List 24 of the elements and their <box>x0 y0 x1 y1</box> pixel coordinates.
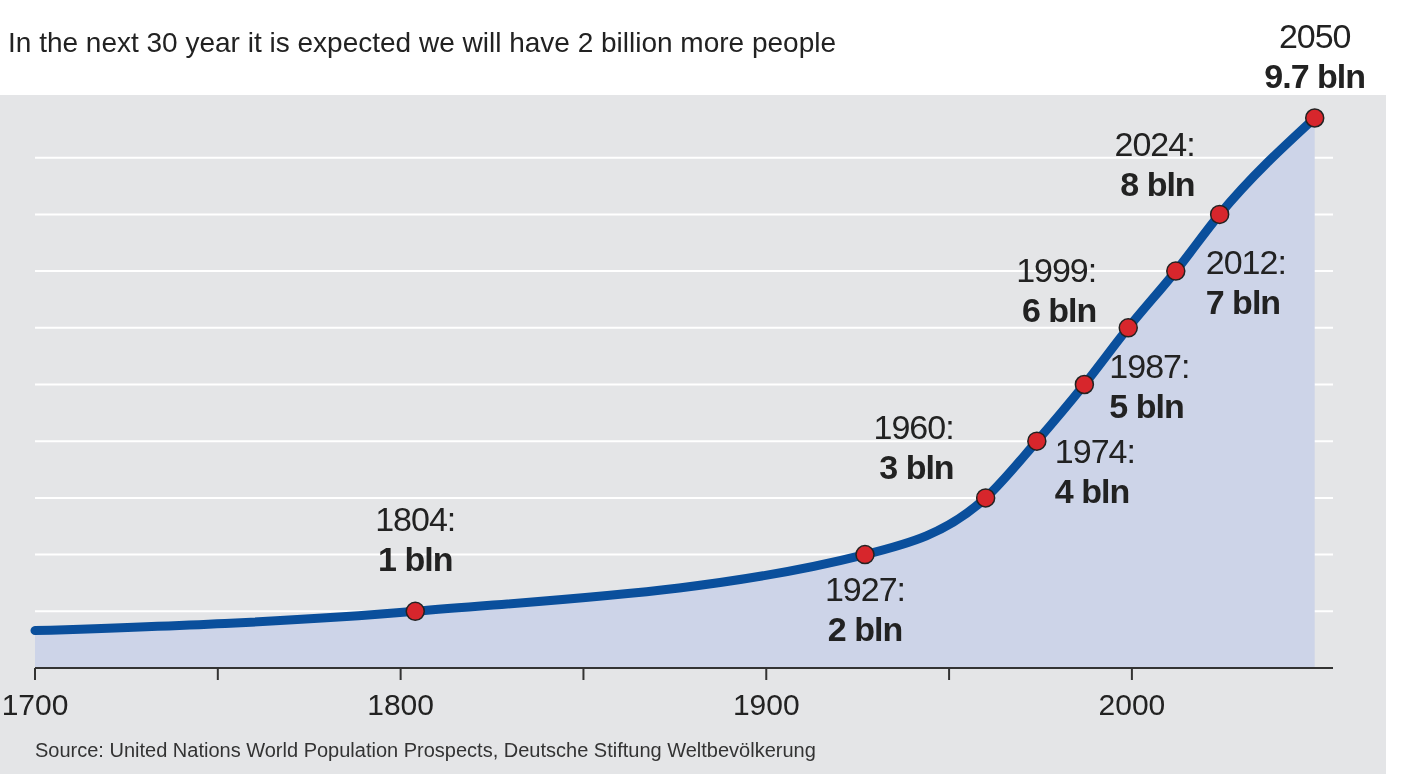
x-tick-label: 1800 <box>367 688 435 721</box>
x-tick-label: 2000 <box>1098 688 1166 721</box>
data-label: 5 bln <box>1109 387 1184 426</box>
x-tick-label: 1900 <box>732 688 800 721</box>
data-label: 8 bln <box>1120 165 1195 204</box>
data-label: 3 bln <box>879 447 954 486</box>
annotation: 1974: <box>1054 432 1135 471</box>
annotation: 1987: <box>1109 347 1190 386</box>
x-tick-label: 1700 <box>1 688 69 721</box>
annotation: 2024: <box>1114 125 1195 164</box>
annotation: 1927: <box>824 569 906 608</box>
annotation: 1960: <box>873 407 954 446</box>
data-label: 7 bln <box>1205 283 1281 322</box>
chart-title: In the next 30 year it is expected we will have 2 billion more people <box>8 27 837 58</box>
data-label: 1 bln <box>378 540 453 579</box>
data-label: 2 bln <box>827 609 903 648</box>
data-label: 6 bln <box>1021 290 1097 329</box>
source-note: Source: United Nations World Population Prospects, Deutsche Stiftung Weltbevölkerung <box>35 739 816 761</box>
data-label: 9.7 bln <box>1264 57 1366 95</box>
annotation: 1804: <box>375 500 456 539</box>
data-label: 4 bln <box>1054 472 1130 511</box>
annotation: 2012: <box>1205 243 1286 282</box>
annotation: 1999: <box>1016 250 1097 289</box>
annotation: 2050 <box>1278 17 1351 55</box>
